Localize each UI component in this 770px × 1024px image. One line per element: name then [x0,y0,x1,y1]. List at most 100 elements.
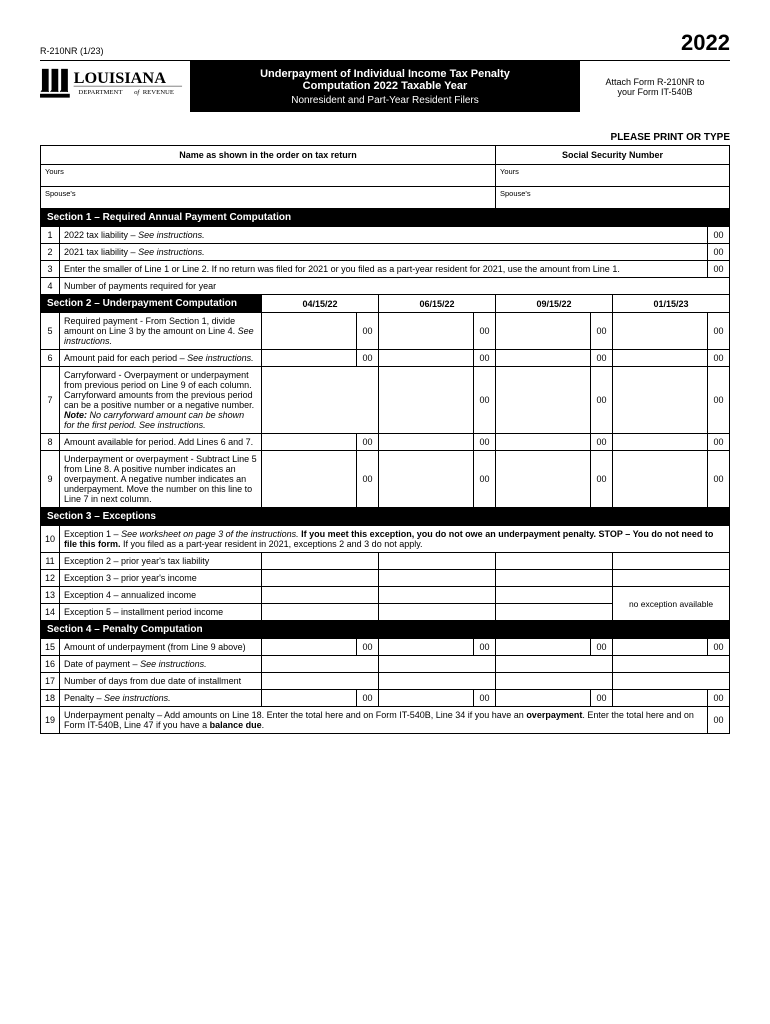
line-5-col1[interactable] [262,313,357,350]
line-7-num: 7 [41,367,60,434]
line-15-col4[interactable] [613,639,708,656]
svg-text:LOUISIANA: LOUISIANA [74,68,167,87]
section-2-header: Section 2 – Underpayment Computation [41,295,262,313]
line-3-suffix: 00 [708,261,730,278]
spouse-ssn-field[interactable]: Spouse's [496,187,730,209]
line-16-num: 16 [41,656,60,673]
line-3-num: 3 [41,261,60,278]
line-17-col2[interactable] [379,673,496,690]
date-col-4: 01/15/23 [613,295,730,313]
line-13-col3[interactable] [496,587,613,604]
line-18-col1[interactable] [262,690,357,707]
line-16-col4[interactable] [613,656,730,673]
line-17-text: Number of days from due date of installm… [60,673,262,690]
line-2-text: 2021 tax liability – See instructions. [60,244,708,261]
line-6-col1[interactable] [262,350,357,367]
line-8-col2[interactable] [379,434,474,451]
section-1-header: Section 1 – Required Annual Payment Comp… [41,209,730,227]
line-8-num: 8 [41,434,60,451]
line-6-col4[interactable] [613,350,708,367]
line-16-text: Date of payment – See instructions. [60,656,262,673]
line-12-col1[interactable] [262,570,379,587]
line-13-num: 13 [41,587,60,604]
line-15-col3[interactable] [496,639,591,656]
line-7-col4[interactable] [613,367,708,434]
line-18-text: Penalty – See instructions. [60,690,262,707]
logo-cell: LOUISIANA DEPARTMENT of REVENUE [40,61,190,112]
line-16-col2[interactable] [379,656,496,673]
line-18-col3[interactable] [496,690,591,707]
line-6-col2[interactable] [379,350,474,367]
line-4-text: Number of payments required for year [60,278,730,295]
line-13-col2[interactable] [379,587,496,604]
line-9-col4[interactable] [613,451,708,508]
line-2-suffix: 00 [708,244,730,261]
line-7-text: Carryforward - Overpayment or underpayme… [60,367,262,434]
line-18-num: 18 [41,690,60,707]
title-line-3: Nonresident and Part-Year Resident Filer… [198,95,572,106]
svg-text:of: of [134,89,140,96]
header-band: LOUISIANA DEPARTMENT of REVENUE Underpay… [40,60,730,112]
line-8-col3[interactable] [496,434,591,451]
line-1-text: 2022 tax liability – See instructions. [60,227,708,244]
line-13-text: Exception 4 – annualized income [60,587,262,604]
main-table: Name as shown in the order on tax return… [40,145,730,734]
svg-text:DEPARTMENT: DEPARTMENT [78,89,122,96]
line-12-num: 12 [41,570,60,587]
line-12-col2[interactable] [379,570,496,587]
line-16-col1[interactable] [262,656,379,673]
line-8-col4[interactable] [613,434,708,451]
line-11-col1[interactable] [262,553,379,570]
line-18-col4[interactable] [613,690,708,707]
line-15-num: 15 [41,639,60,656]
line-12-text: Exception 3 – prior year's income [60,570,262,587]
line-9-col1[interactable] [262,451,357,508]
line-9-col3[interactable] [496,451,591,508]
line-11-col2[interactable] [379,553,496,570]
yours-ssn-field[interactable]: Yours [496,165,730,187]
tax-year: 2022 [681,30,730,56]
line-6-text: Amount paid for each period – See instru… [60,350,262,367]
attach-line-2: your Form IT-540B [586,87,724,97]
line-17-col1[interactable] [262,673,379,690]
line-19-num: 19 [41,707,60,734]
line-15-col2[interactable] [379,639,474,656]
line-7-col1 [262,367,379,434]
line-12-col4[interactable] [613,570,730,587]
line-2-num: 2 [41,244,60,261]
line-16-col3[interactable] [496,656,613,673]
line-10-num: 10 [41,526,60,553]
line-18-col2[interactable] [379,690,474,707]
line-19-suffix: 00 [708,707,730,734]
line-5-col2[interactable] [379,313,474,350]
line-14-col3[interactable] [496,604,613,621]
line-17-col3[interactable] [496,673,613,690]
line-19-text: Underpayment penalty – Add amounts on Li… [60,707,708,734]
svg-text:REVENUE: REVENUE [143,89,174,96]
line-7-col3[interactable] [496,367,591,434]
date-col-1: 04/15/22 [262,295,379,313]
title-cell: Underpayment of Individual Income Tax Pe… [190,61,580,112]
line-11-text: Exception 2 – prior year's tax liability [60,553,262,570]
line-14-col1[interactable] [262,604,379,621]
section-4-header: Section 4 – Penalty Computation [41,621,730,639]
line-13-col1[interactable] [262,587,379,604]
line-17-col4[interactable] [613,673,730,690]
line-14-text: Exception 5 – installment period income [60,604,262,621]
form-code: R-210NR (1/23) [40,46,104,56]
date-col-2: 06/15/22 [379,295,496,313]
line-5-col3[interactable] [496,313,591,350]
line-9-col2[interactable] [379,451,474,508]
line-7-col2[interactable] [379,367,474,434]
title-line-2: Computation 2022 Taxable Year [198,80,572,92]
line-8-col1[interactable] [262,434,357,451]
yours-name-field[interactable]: Yours [41,165,496,187]
line-5-col4[interactable] [613,313,708,350]
line-15-col1[interactable] [262,639,357,656]
line-12-col3[interactable] [496,570,613,587]
line-11-col4[interactable] [613,553,730,570]
line-14-col2[interactable] [379,604,496,621]
line-6-col3[interactable] [496,350,591,367]
line-11-col3[interactable] [496,553,613,570]
spouse-name-field[interactable]: Spouse's [41,187,496,209]
